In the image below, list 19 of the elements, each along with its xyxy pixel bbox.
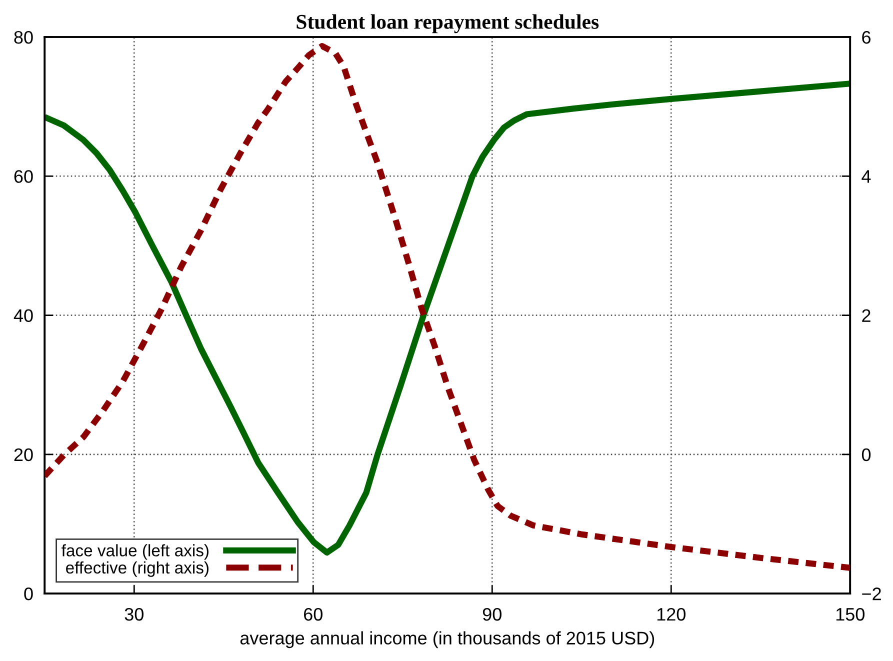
y-tick-label: 60 xyxy=(14,170,33,183)
y2-tick-label: −2 xyxy=(862,588,881,600)
x-tick-label: 90 xyxy=(482,608,502,621)
x-tick-label: 30 xyxy=(124,608,144,621)
y-tick-label: 0 xyxy=(24,588,33,600)
legend-label: effective (right axis) xyxy=(66,561,208,577)
y-tick-label: 80 xyxy=(14,30,33,44)
x-tick-label: 60 xyxy=(304,608,322,621)
y2-tick-label: 4 xyxy=(862,170,871,183)
chart-title: Student loan repayment schedules xyxy=(296,14,599,34)
x-axis-title: average annual income (in thousands of 2015 USD) xyxy=(240,631,654,648)
y2-tick-label: 0 xyxy=(862,448,871,462)
legend-label: face value (left axis) xyxy=(62,544,208,560)
y-tick-label: 20 xyxy=(14,448,33,462)
y2-tick-label: 6 xyxy=(862,30,870,44)
y2-tick-label: 2 xyxy=(862,309,870,322)
x-tick-label: 150 xyxy=(836,608,864,621)
y-tick-label: 40 xyxy=(14,309,33,322)
x-tick-label: 120 xyxy=(657,608,686,621)
